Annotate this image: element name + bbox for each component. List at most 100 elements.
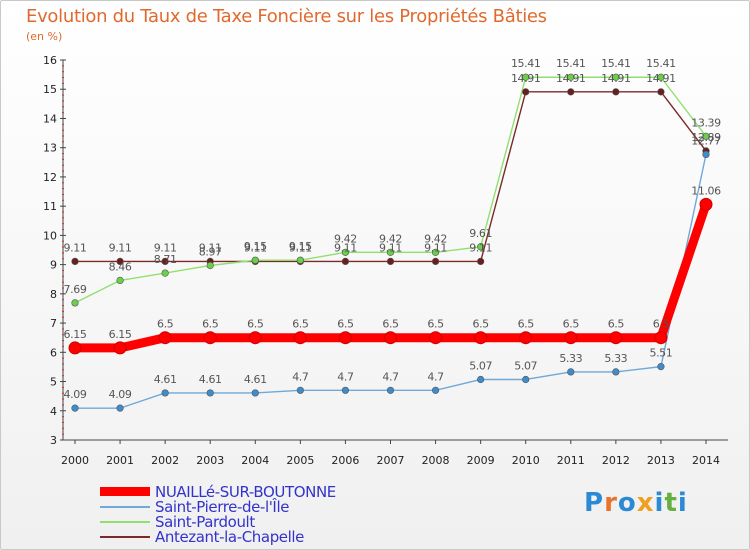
data-label: 9.11 <box>109 241 132 254</box>
data-point <box>296 386 304 394</box>
y-tick-label: 15 <box>43 83 57 96</box>
x-tick-label: 2003 <box>196 454 224 467</box>
x-tick-label: 2002 <box>151 454 179 467</box>
data-label: 9.11 <box>424 241 447 254</box>
data-label: 9.11 <box>289 241 312 254</box>
data-point <box>341 386 350 394</box>
x-tick-label: 2010 <box>512 454 540 467</box>
data-label: 6.5 <box>608 318 625 331</box>
data-point <box>161 269 169 277</box>
data-label: 6.5 <box>427 318 444 331</box>
data-point <box>71 257 79 266</box>
data-label: 8.46 <box>109 260 132 273</box>
x-tick-label: 2014 <box>692 454 720 467</box>
logo-letter: o <box>617 488 637 518</box>
data-label: 15.41 <box>556 57 586 70</box>
data-label: 9.42 <box>379 232 402 245</box>
data-label: 12.77 <box>691 134 721 147</box>
data-point <box>113 341 127 355</box>
x-tick-label: 2012 <box>602 454 630 467</box>
data-point <box>203 331 217 345</box>
data-point <box>702 150 710 159</box>
data-label: 9.42 <box>424 232 447 245</box>
data-point <box>248 331 262 345</box>
legend-swatch <box>100 487 150 496</box>
logo-letter: P <box>584 488 605 518</box>
data-label: 6.5 <box>247 318 264 331</box>
logo-letter: i <box>677 488 688 518</box>
data-point <box>657 363 665 371</box>
data-label: 11.06 <box>691 184 721 197</box>
x-tick-label: 2004 <box>241 454 269 467</box>
data-label: 4.7 <box>427 370 444 383</box>
data-point <box>71 299 79 307</box>
data-label: 9.11 <box>199 241 222 254</box>
chart-title: Evolution du Taux de Taxe Foncière sur l… <box>26 6 547 27</box>
y-tick-label: 10 <box>43 229 57 242</box>
data-point <box>657 73 665 81</box>
x-tick-label: 2001 <box>106 454 134 467</box>
data-label: 4.09 <box>64 388 87 401</box>
data-point <box>71 404 79 412</box>
data-point <box>519 331 533 345</box>
data-label: 14.91 <box>601 72 631 85</box>
series-line-2 <box>74 76 707 304</box>
data-point <box>431 257 440 266</box>
y-tick-label: 7 <box>50 317 57 330</box>
data-label: 6.15 <box>64 328 87 341</box>
data-label: 6.15 <box>109 328 132 341</box>
data-label: 4.61 <box>244 373 267 386</box>
data-point <box>296 256 304 264</box>
data-point <box>612 73 620 81</box>
data-label: 6.5 <box>292 318 309 331</box>
data-label: 5.07 <box>469 359 492 372</box>
data-label: 9.61 <box>469 227 492 240</box>
x-tick-label: 2007 <box>377 454 405 467</box>
data-label: 6.5 <box>202 318 219 331</box>
data-label: 6.5 <box>653 318 670 331</box>
data-point <box>609 331 623 345</box>
data-point <box>386 386 395 394</box>
data-label: 5.33 <box>604 352 627 365</box>
data-label: 6.5 <box>518 318 535 331</box>
data-point <box>384 331 397 345</box>
legend-label: NUAILLé-SUR-BOUTONNE <box>155 483 336 501</box>
data-label: 15.41 <box>601 57 631 70</box>
legend-swatch <box>100 521 150 523</box>
data-point <box>386 257 395 266</box>
data-label: 9.11 <box>334 241 357 254</box>
data-label: 8.71 <box>154 253 177 266</box>
data-point <box>431 248 440 256</box>
proxiti-logo: Proxiti <box>584 488 688 518</box>
data-label: 4.7 <box>292 370 309 383</box>
data-label: 7.69 <box>64 283 87 296</box>
data-label: 6.5 <box>563 318 580 331</box>
data-point <box>68 341 82 355</box>
data-point <box>474 331 488 345</box>
data-label: 6.5 <box>337 318 354 331</box>
x-tick-label: 2006 <box>331 454 359 467</box>
legend-swatch <box>100 506 150 508</box>
data-point <box>429 331 443 345</box>
data-point <box>386 248 395 256</box>
data-point <box>341 248 350 256</box>
logo-letter: i <box>654 488 665 518</box>
data-label: 9.11 <box>244 241 267 254</box>
line-chart: 3 4 5 6 7 8 9 10 11 12 13 14 15 16 2000 2001 2002 2003 200… <box>43 54 728 467</box>
data-point <box>161 389 169 397</box>
data-label: 14.91 <box>556 72 586 85</box>
x-tick-label: 2011 <box>557 454 585 467</box>
data-label: 6.5 <box>472 318 489 331</box>
x-tick-label: 2009 <box>467 454 495 467</box>
data-point <box>158 331 172 345</box>
data-label: 9.15 <box>289 240 312 253</box>
legend-label: Saint-Pierre-de-l'Île <box>155 498 290 516</box>
data-label: 6.5 <box>382 318 399 331</box>
x-tick-label: 2013 <box>647 454 675 467</box>
y-tick-label: 13 <box>43 142 57 155</box>
data-point <box>251 256 259 264</box>
data-point <box>567 88 575 96</box>
y-tick-label: 8 <box>50 288 57 301</box>
data-label: 9.11 <box>64 241 87 254</box>
data-point <box>567 368 575 376</box>
